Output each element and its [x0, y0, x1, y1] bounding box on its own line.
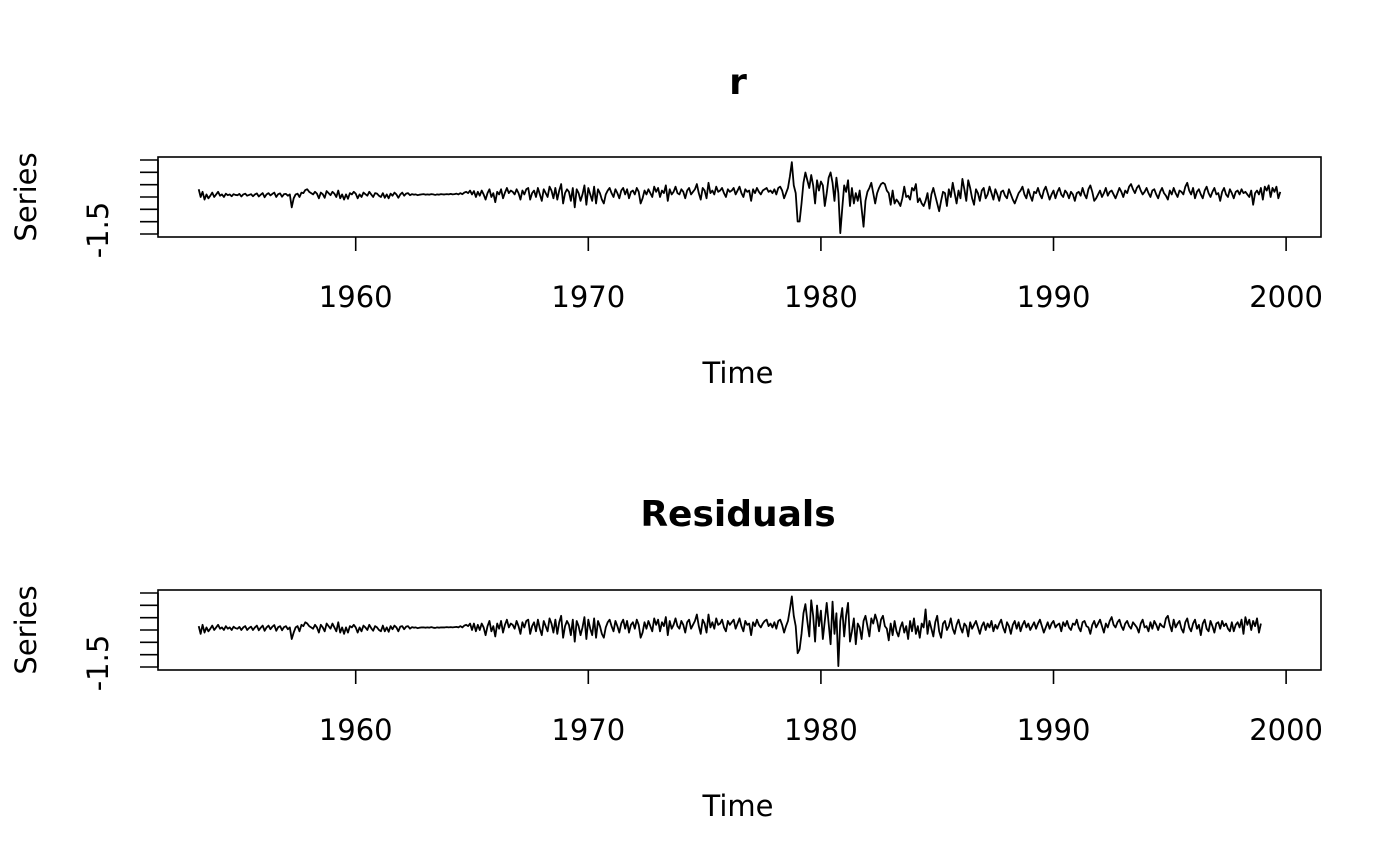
x-tick-label: 2000	[1249, 713, 1323, 747]
y-axis	[140, 592, 159, 668]
y-axis-title: Series	[9, 585, 43, 674]
x-tick-label: 1990	[1017, 280, 1091, 314]
chart-title: Residuals	[640, 494, 835, 535]
y-axis	[140, 159, 159, 235]
y-tick-label: -1.5	[81, 635, 115, 692]
panel-r: r 1960 1970 1980 1990 2000 Time Series -1.5	[9, 62, 1323, 390]
chart-title: r	[729, 62, 747, 103]
x-axis: 1960 1970 1980 1990 2000	[319, 670, 1323, 747]
x-tick-label: 1980	[784, 280, 858, 314]
x-tick-label: 1990	[1017, 713, 1091, 747]
x-tick-label: 1960	[319, 713, 393, 747]
x-tick-label: 1980	[784, 713, 858, 747]
series-line	[197, 161, 1282, 235]
x-tick-label: 1970	[551, 280, 625, 314]
y-tick-label: -1.5	[81, 202, 115, 259]
x-tick-label: 2000	[1249, 280, 1323, 314]
x-tick-label: 1960	[319, 280, 393, 314]
x-axis-title: Time	[702, 789, 774, 823]
x-tick-label: 1970	[551, 713, 625, 747]
panel-residuals: Residuals 1960 1970 1980 1990 2000 Time Seri…	[9, 494, 1323, 823]
x-axis: 1960 1970 1980 1990 2000	[319, 237, 1323, 314]
x-axis-title: Time	[702, 356, 774, 390]
series-line	[197, 595, 1262, 668]
y-axis-title: Series	[9, 152, 43, 241]
